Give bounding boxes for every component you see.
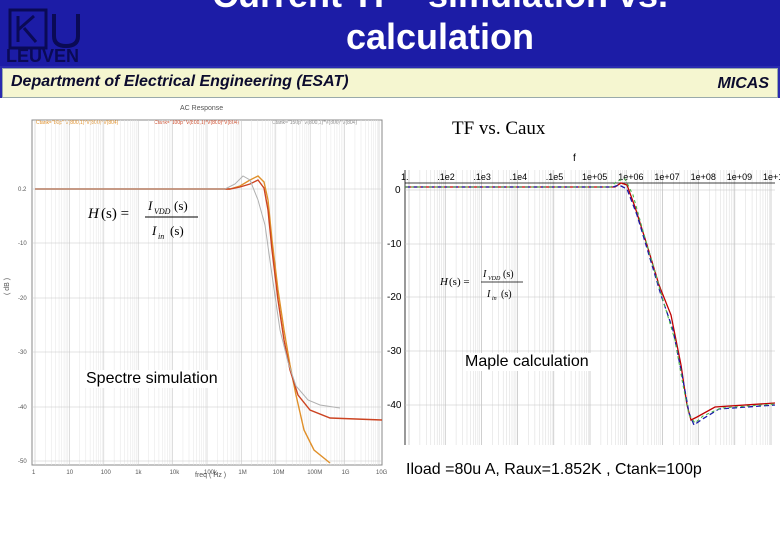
spectre-x-tick: 1G (342, 470, 350, 476)
spectre-y-tick: -50 (18, 459, 27, 465)
spectre-y-tick: 0.2 (18, 187, 27, 193)
department-label: Department of Electrical Engineering (ES… (11, 73, 349, 90)
maple-y-tick: -20 (387, 292, 402, 303)
maple-x-tick: 1e+10 (763, 172, 780, 182)
spectre-y-tick: -40 (18, 405, 27, 411)
maple-x-axis-label: f (573, 153, 576, 164)
svg-text:(s) =: (s) = (449, 276, 470, 288)
slide-header: LEUVEN Current TF - simulation vs. calcu… (0, 0, 780, 66)
spectre-grid (32, 120, 382, 465)
spectre-x-tick: 10M (273, 470, 285, 476)
spectre-y-tick: -30 (18, 350, 27, 356)
maple-plot-title: TF vs. Caux (452, 118, 546, 139)
spectre-x-tick: 10G (376, 470, 388, 476)
maple-x-tick: 1. (401, 172, 409, 182)
svg-text:(s) =: (s) = (101, 206, 129, 222)
title-line-2: calculation (345, 16, 535, 57)
svg-text:I: I (151, 223, 157, 238)
spectre-x-tick: 1k (135, 470, 142, 476)
parameter-text: Iload =80u A, Raux=1.852K , Ctank=100p (406, 461, 702, 478)
group-label: MICAS (717, 75, 769, 92)
maple-x-tick: 1e+07 (654, 172, 679, 182)
spectre-x-tick: 100 (101, 470, 112, 476)
spectre-x-tick: 10 (66, 470, 73, 476)
svg-text:in: in (492, 296, 497, 302)
spectre-x-tick: 10k (170, 470, 181, 476)
ku-leuven-logo-icon (8, 8, 80, 50)
maple-grid (404, 170, 775, 445)
maple-curve-1 (405, 182, 776, 421)
spectre-legend-entry: Ctank="150p" V(800,1)*V(800)*V(804) (272, 120, 357, 126)
maple-calculation-label: Maple calculation (463, 353, 591, 371)
maple-x-tick: .1e5 (546, 172, 564, 182)
svg-text:(s): (s) (503, 269, 514, 280)
maple-y-tick: -40 (387, 400, 402, 411)
maple-x-tick: 1e+08 (691, 172, 716, 182)
maple-x-tick: 1e+06 (618, 172, 643, 182)
spectre-curve-80p (35, 175, 331, 464)
maple-curve-3 (405, 178, 776, 424)
maple-y-tick: 0 (395, 185, 401, 196)
spectre-curve-100p (35, 179, 383, 421)
department-bar: Department of Electrical Engineering (ES… (2, 68, 778, 98)
maple-x-ticks: 1. .1e2 .1e3 .1e4 .1e5 1e+05 1e+06 1e+07 1e+08 1e… (401, 172, 780, 182)
spectre-plot: AC Response Ctank="80p" V(800,1)*V(800)*… (4, 105, 388, 479)
slide-title: Current TF - simulation vs. calculation (110, 0, 770, 58)
maple-y-tick: -10 (387, 239, 402, 250)
spectre-curve-150p (35, 175, 341, 409)
svg-text:H: H (87, 206, 100, 222)
maple-plot: f 1. .1e2 .1e3 .1e4 .1e5 1e+05 1e+06 1e+07 1e+08… (387, 153, 780, 445)
logo-text: LEUVEN (6, 46, 80, 66)
spectre-x-tick: 1M (238, 470, 246, 476)
svg-text:I: I (147, 198, 153, 213)
svg-text:VDD: VDD (154, 207, 171, 216)
spectre-x-ticks: 1 10 100 1k 10k 100k 1M 10M 100M 1G 10G (32, 470, 388, 476)
spectre-y-ticks: 0.2 -10 -20 -30 -40 -50 (18, 187, 27, 465)
svg-text:I: I (482, 269, 487, 280)
spectre-x-tick: 1 (32, 470, 36, 476)
maple-x-tick: 1e+09 (727, 172, 752, 182)
spectre-y-tick: -10 (18, 241, 27, 247)
spectre-legend-entry: Ctank="80p" V(800,1)*V(800)*V(804) (36, 120, 119, 126)
spectre-y-label: ( dB ) (4, 278, 11, 295)
svg-text:H: H (439, 276, 449, 288)
spectre-x-tick: 100k (204, 470, 218, 476)
maple-x-tick: 1e+05 (582, 172, 607, 182)
maple-x-tick: .1e3 (473, 172, 491, 182)
spectre-plot-title: AC Response (180, 105, 223, 112)
svg-text:in: in (158, 232, 164, 241)
maple-x-tick: .1e4 (510, 172, 528, 182)
svg-text:I: I (486, 289, 491, 300)
maple-y-tick: -30 (387, 346, 402, 357)
svg-text:VDD: VDD (488, 276, 501, 282)
svg-text:(s): (s) (501, 289, 512, 300)
svg-text:(s): (s) (170, 223, 184, 238)
spectre-simulation-label: Spectre simulation (84, 370, 220, 388)
spectre-y-tick: -20 (18, 296, 27, 302)
svg-text:(s): (s) (174, 198, 188, 213)
maple-x-tick: .1e2 (437, 172, 455, 182)
spectre-x-label: freq ( Hz ) (195, 472, 226, 479)
spectre-x-tick: 100M (307, 470, 322, 476)
maple-y-ticks: 0 -10 -20 -30 -40 (387, 185, 402, 411)
title-line-1: Current TF - simulation vs. (110, 0, 770, 16)
